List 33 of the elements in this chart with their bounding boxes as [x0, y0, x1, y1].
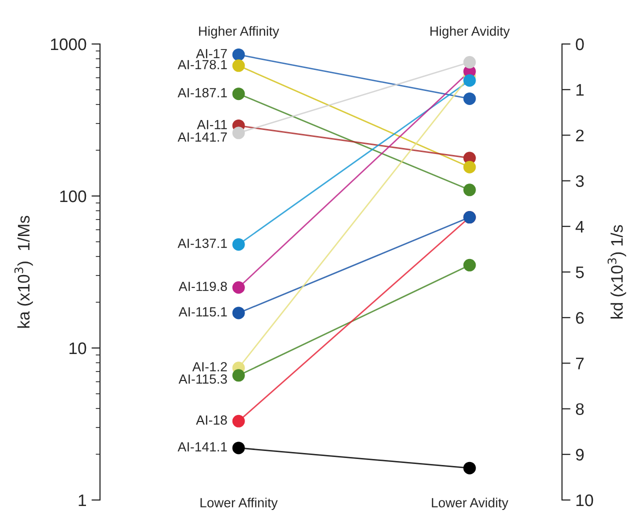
y2-tick-label: 7: [576, 358, 584, 370]
annotation: Lower Avidity: [432, 498, 508, 510]
series-label: AI-137.1: [178, 238, 227, 248]
series-label: AI-141.1: [178, 442, 227, 452]
y2-axis-title: kd (x10$^{3}$) 1/s: [608, 225, 626, 318]
x-tick-label: Higher Affinity: [199, 26, 280, 38]
y2-tick-label: 4: [576, 220, 584, 232]
y-tick-label: 100: [60, 190, 86, 202]
series-label: AI-11: [196, 120, 227, 130]
y-axis-title: ka (x10$^{3}$) 1/Ms: [14, 216, 33, 328]
series-label: AI-115.3: [178, 374, 227, 384]
y2-tick-label: 8: [576, 403, 584, 416]
y2-tick-label: 6: [576, 312, 584, 324]
series-label: AI-119.8: [178, 282, 227, 292]
series-label: AI-17: [196, 49, 227, 58]
y2-tick-label: 10: [576, 494, 594, 506]
series-label: AI-115.1: [178, 307, 227, 317]
series-label: AI-141.7: [178, 132, 227, 142]
y2-tick-label: 3: [576, 175, 584, 188]
y-tick-label: 1: [78, 494, 86, 506]
y-tick-label: 10: [70, 342, 86, 354]
annotation: Lower Affinity: [200, 498, 278, 510]
y-tick-label: 1000: [51, 38, 86, 50]
x-tick-label: Higher Avidity: [430, 26, 510, 38]
y2-tick-label: 5: [576, 266, 584, 278]
series-label: AI-178.1: [178, 60, 227, 70]
series-label: AI-1.2: [192, 362, 227, 372]
series-label: AI-18: [196, 415, 227, 425]
y2-tick-label: 9: [576, 448, 584, 461]
y2-tick-label: 2: [576, 130, 584, 142]
series-label: AI-187.1: [178, 88, 227, 98]
y2-tick-label: 0: [576, 38, 584, 50]
y2-tick-label: 1: [576, 84, 584, 96]
